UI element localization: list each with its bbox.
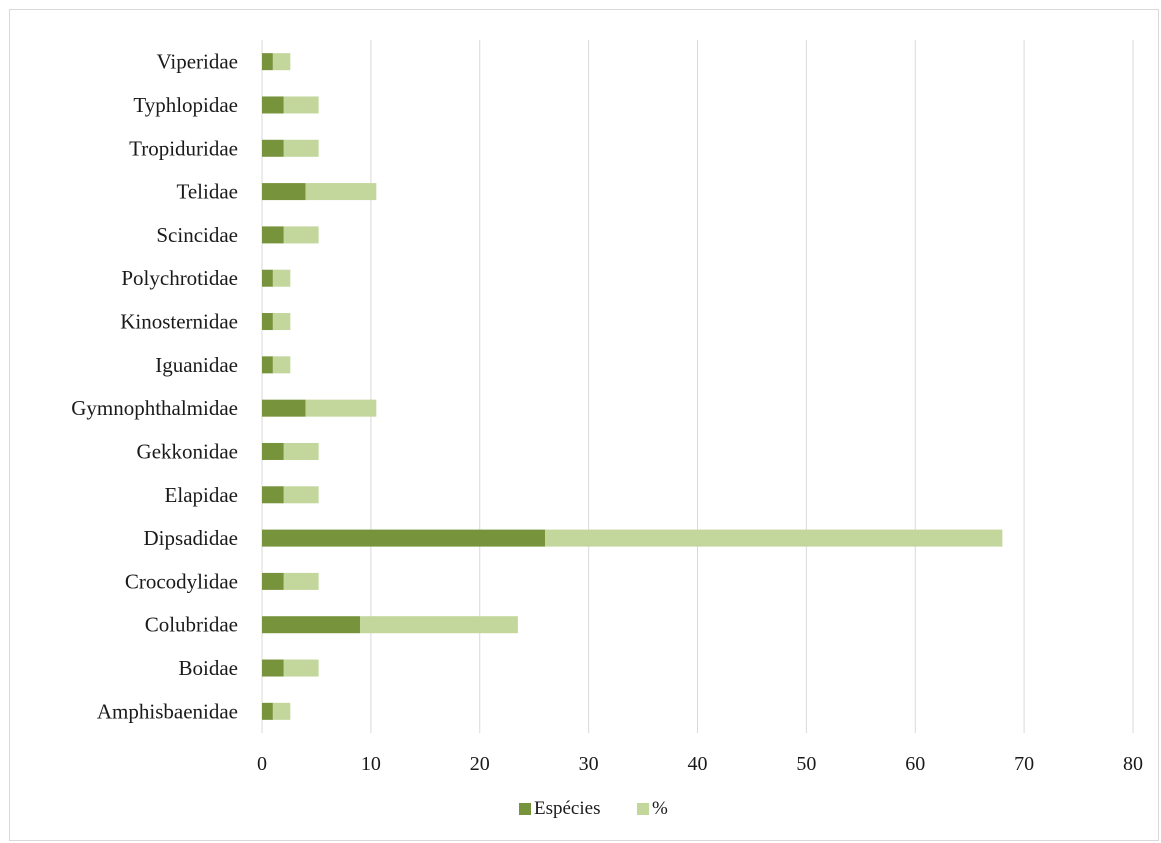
- category-label: Typhlopidae: [133, 93, 238, 117]
- legend-swatch-percent: [637, 803, 649, 815]
- category-label: Tropiduridae: [129, 136, 238, 160]
- bar-gekkonidae-percent: [283, 442, 319, 460]
- bar-elapidae-percent: [283, 486, 319, 504]
- bar-scincidae-especies: [262, 226, 284, 244]
- bar-polychrotidae-especies: [262, 269, 273, 287]
- category-label: Crocodylidae: [125, 569, 238, 593]
- category-label: Scincidae: [156, 223, 238, 247]
- category-labels: Viperidae Typhlopidae Tropiduridae Telidae S…: [71, 50, 238, 724]
- bar-kinosternidae-percent: [272, 313, 291, 331]
- bar-gymnophthalmidae-especies: [262, 399, 306, 417]
- category-label: Kinosternidae: [120, 310, 238, 334]
- category-label: Gymnophthalmidae: [71, 396, 238, 420]
- bar-kinosternidae-especies: [262, 313, 273, 331]
- bar-amphisbaenidae-especies: [262, 702, 273, 720]
- bar-colubridae-especies: [262, 616, 360, 634]
- bar-typhlopidae-percent: [283, 96, 319, 114]
- x-tick-label: 50: [796, 753, 816, 775]
- legend-label-especies: Espécies: [534, 798, 600, 819]
- bar-amphisbaenidae-percent: [272, 702, 291, 720]
- category-label: Viperidae: [156, 50, 238, 74]
- bar-boidae-especies: [262, 659, 284, 677]
- bar-elapidae-especies: [262, 486, 284, 504]
- bar-iguanidae-especies: [262, 356, 273, 374]
- bar-viperidae-especies: [262, 53, 273, 71]
- bar-colubridae-percent: [359, 616, 518, 634]
- category-label: Amphisbaenidae: [97, 699, 238, 723]
- category-label: Polychrotidae: [121, 266, 238, 290]
- legend: Espécies%: [519, 798, 668, 819]
- bar-telidae-especies: [262, 183, 306, 201]
- bar-gymnophthalmidae-percent: [305, 399, 377, 417]
- category-label: Boidae: [179, 656, 238, 680]
- category-label: Dipsadidae: [144, 526, 238, 550]
- bar-tropiduridae-especies: [262, 139, 284, 157]
- category-label: Iguanidae: [155, 353, 238, 377]
- category-label: Telidae: [177, 180, 239, 204]
- legend-swatch-especies: [519, 803, 531, 815]
- x-tick-label: 20: [470, 753, 490, 775]
- x-tick-label: 80: [1123, 753, 1143, 775]
- bar-tropiduridae-percent: [283, 139, 319, 157]
- x-tick-label: 30: [579, 753, 599, 775]
- bar-crocodylidae-percent: [283, 572, 319, 590]
- bar-polychrotidae-percent: [272, 269, 291, 287]
- bars: [262, 53, 1003, 720]
- category-label: Gekkonidae: [137, 439, 238, 463]
- bar-crocodylidae-especies: [262, 572, 284, 590]
- bar-gekkonidae-especies: [262, 442, 284, 460]
- x-tick-labels: 0 10 20 30 40 50 60 70 80: [257, 753, 1143, 775]
- bar-typhlopidae-especies: [262, 96, 284, 114]
- x-tick-label: 40: [688, 753, 708, 775]
- x-tick-label: 10: [361, 753, 381, 775]
- bar-iguanidae-percent: [272, 356, 291, 374]
- bar-boidae-percent: [283, 659, 319, 677]
- bar-dipsadidae-percent: [545, 529, 1003, 547]
- category-label: Colubridae: [145, 613, 238, 637]
- category-label: Elapidae: [165, 483, 238, 507]
- x-tick-label: 0: [257, 753, 267, 775]
- bar-scincidae-percent: [283, 226, 319, 244]
- legend-label-percent: %: [652, 798, 668, 819]
- chart-frame: [9, 9, 1159, 841]
- x-tick-label: 70: [1014, 753, 1034, 775]
- bar-viperidae-percent: [272, 53, 291, 71]
- x-tick-label: 60: [905, 753, 925, 775]
- bar-telidae-percent: [305, 183, 377, 201]
- bar-dipsadidae-especies: [262, 529, 546, 547]
